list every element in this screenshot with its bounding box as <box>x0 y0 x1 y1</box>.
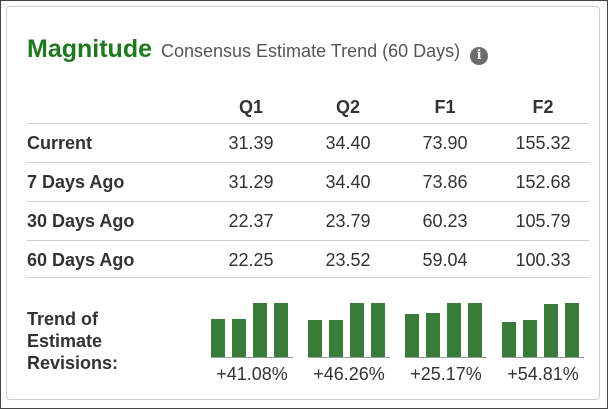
row-label: Current <box>27 132 93 153</box>
table-cell: 59.04 <box>422 249 468 270</box>
table-cell: 31.39 <box>228 132 274 153</box>
trend-mini-chart-q1 <box>203 302 301 358</box>
trend-bar <box>274 303 288 357</box>
trend-bar <box>565 303 579 357</box>
column-header-q1: Q1 <box>238 96 263 117</box>
estimate-table: Q1 Q2 F1 F2 Current 31.39 34.40 73.90 15… <box>27 91 589 279</box>
table-cell: 152.68 <box>515 171 571 192</box>
table-cell: 105.79 <box>515 210 571 231</box>
table-cell: 22.37 <box>228 210 274 231</box>
trend-bar <box>371 303 385 357</box>
row-label: 7 Days Ago <box>27 171 125 192</box>
table-cell: 31.29 <box>228 171 274 192</box>
trend-change-q1: +41.08% <box>216 364 288 384</box>
trend-change-f2: +54.81% <box>507 364 579 384</box>
table-row-current: Current 31.39 34.40 73.90 155.32 <box>27 123 589 162</box>
trend-section: Trend of Estimate Revisions: +41.08% +46… <box>27 277 589 398</box>
row-label: 60 Days Ago <box>27 249 135 270</box>
trend-bar <box>405 314 419 357</box>
trend-label-line: Trend of <box>27 309 98 329</box>
chart-baseline <box>308 357 390 358</box>
chart-baseline <box>211 357 293 358</box>
trend-bar <box>211 319 225 357</box>
trend-label: Trend of Estimate Revisions: <box>27 308 197 374</box>
trend-mini-chart-q2 <box>300 302 398 358</box>
column-header-f2: F2 <box>532 96 554 117</box>
table-header-row: Q1 Q2 F1 F2 <box>27 91 589 123</box>
table-cell: 155.32 <box>515 132 571 153</box>
trend-bar <box>447 303 461 357</box>
chart-baseline <box>405 357 487 358</box>
brand-title: Magnitude <box>27 35 152 63</box>
trend-label-line: Estimate <box>27 331 103 351</box>
table-cell: 34.40 <box>325 132 371 153</box>
table-cell: 73.90 <box>422 132 468 153</box>
trend-bar <box>253 303 267 357</box>
trend-bar <box>502 322 516 357</box>
trend-mini-chart-f1 <box>397 302 495 358</box>
trend-bar <box>232 319 246 357</box>
trend-bar <box>544 304 558 357</box>
chart-baseline <box>502 357 584 358</box>
table-cell: 60.23 <box>422 210 468 231</box>
trend-bar <box>350 303 364 357</box>
table-row-60-days-ago: 60 Days Ago 22.25 23.52 59.04 100.33 <box>27 240 589 279</box>
table-row-7-days-ago: 7 Days Ago 31.29 34.40 73.86 152.68 <box>27 162 589 201</box>
table-cell: 34.40 <box>325 171 371 192</box>
table-cell: 23.79 <box>325 210 371 231</box>
table-cell: 23.52 <box>325 249 371 270</box>
table-cell: 73.86 <box>422 171 468 192</box>
trend-label-line: Revisions: <box>27 353 119 373</box>
trend-bar <box>426 313 440 357</box>
trend-mini-chart-f2 <box>494 302 592 358</box>
panel-header: Magnitude Consensus Estimate Trend (60 D… <box>27 35 489 65</box>
info-icon[interactable]: i <box>470 47 489 65</box>
trend-bar <box>329 320 343 357</box>
trend-bar <box>523 320 537 357</box>
panel-subtitle: Consensus Estimate Trend (60 Days) <box>161 41 461 61</box>
magnitude-panel: Magnitude Consensus Estimate Trend (60 D… <box>6 6 600 400</box>
trend-bar <box>468 303 482 357</box>
table-row-30-days-ago: 30 Days Ago 22.37 23.79 60.23 105.79 <box>27 201 589 240</box>
table-cell: 22.25 <box>228 249 274 270</box>
trend-change-q2: +46.26% <box>313 364 385 384</box>
column-header-q2: Q2 <box>335 96 360 117</box>
column-header-f1: F1 <box>434 96 456 117</box>
trend-change-f1: +25.17% <box>410 364 482 384</box>
table-cell: 100.33 <box>515 249 571 270</box>
row-label: 30 Days Ago <box>27 210 135 231</box>
trend-bar <box>308 320 322 357</box>
